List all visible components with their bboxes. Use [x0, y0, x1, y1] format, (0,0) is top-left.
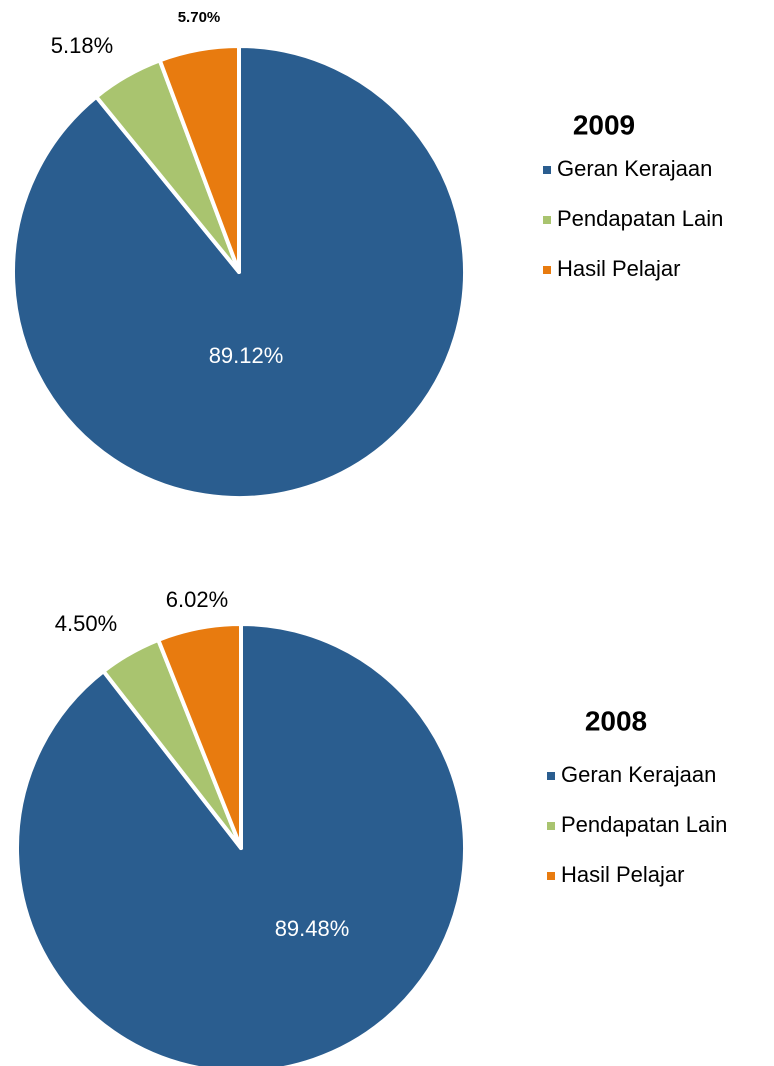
- legend-label: Pendapatan Lain: [561, 812, 727, 837]
- slice-label: 89.12%: [209, 343, 284, 368]
- legend-swatch: [547, 822, 555, 830]
- legend-swatch: [543, 266, 551, 274]
- slice-label: 5.18%: [51, 33, 113, 58]
- legend-swatch: [543, 166, 551, 174]
- legend-label: Hasil Pelajar: [557, 256, 681, 281]
- legend-swatch: [547, 772, 555, 780]
- slice-label: 89.48%: [275, 916, 350, 941]
- slice-label: 6.02%: [166, 587, 228, 612]
- pie-slice: [156, 622, 243, 850]
- legend-title: 2009: [573, 109, 635, 140]
- legend-label: Geran Kerajaan: [561, 762, 716, 787]
- legend-swatch: [543, 216, 551, 224]
- slice-label: 4.50%: [55, 611, 117, 636]
- slice-label: 5.70%: [178, 9, 221, 26]
- legend-title: 2008: [585, 705, 647, 736]
- legend-swatch: [547, 872, 555, 880]
- legend-label: Geran Kerajaan: [557, 156, 712, 181]
- legend-label: Hasil Pelajar: [561, 862, 685, 887]
- pie-slice: [157, 44, 241, 274]
- legend-label: Pendapatan Lain: [557, 206, 723, 231]
